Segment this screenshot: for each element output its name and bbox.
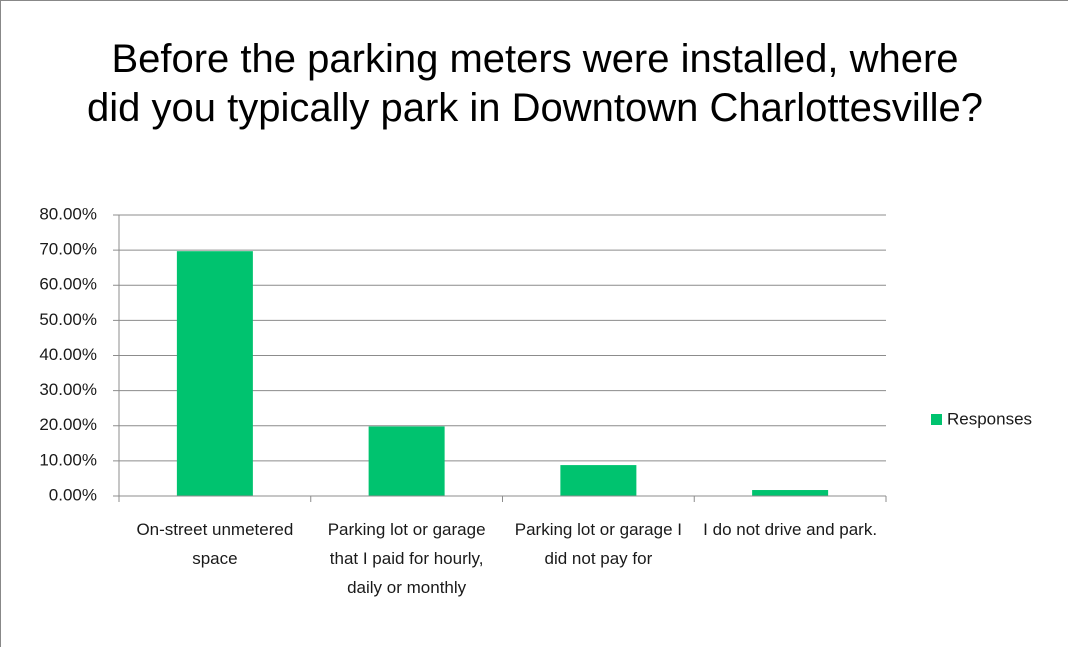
y-tick-label: 10.00% [39, 450, 97, 469]
bar [368, 426, 445, 496]
y-tick-label: 50.00% [39, 310, 97, 329]
bar [176, 251, 253, 496]
y-tick-label: 80.00% [39, 204, 97, 223]
y-tick-label: 40.00% [39, 345, 97, 364]
x-tick-label: Parking lot or garage I did not pay for [514, 520, 682, 568]
legend-label: Responses [947, 409, 1032, 428]
y-tick-label: 60.00% [39, 275, 97, 294]
chart-title: Before the parking meters were installed… [87, 37, 983, 130]
y-tick-label: 20.00% [39, 415, 97, 434]
legend-swatch [931, 414, 942, 425]
bar [752, 490, 829, 496]
bar [560, 465, 637, 496]
y-tick-label: 0.00% [49, 485, 97, 504]
y-tick-label: 70.00% [39, 240, 97, 259]
y-tick-label: 30.00% [39, 380, 97, 399]
x-tick-label: I do not drive and park. [703, 520, 878, 539]
x-tick-label: Parking lot or garage that I paid for ho… [327, 520, 486, 597]
x-tick-label: On-street unmetered space [136, 520, 294, 568]
